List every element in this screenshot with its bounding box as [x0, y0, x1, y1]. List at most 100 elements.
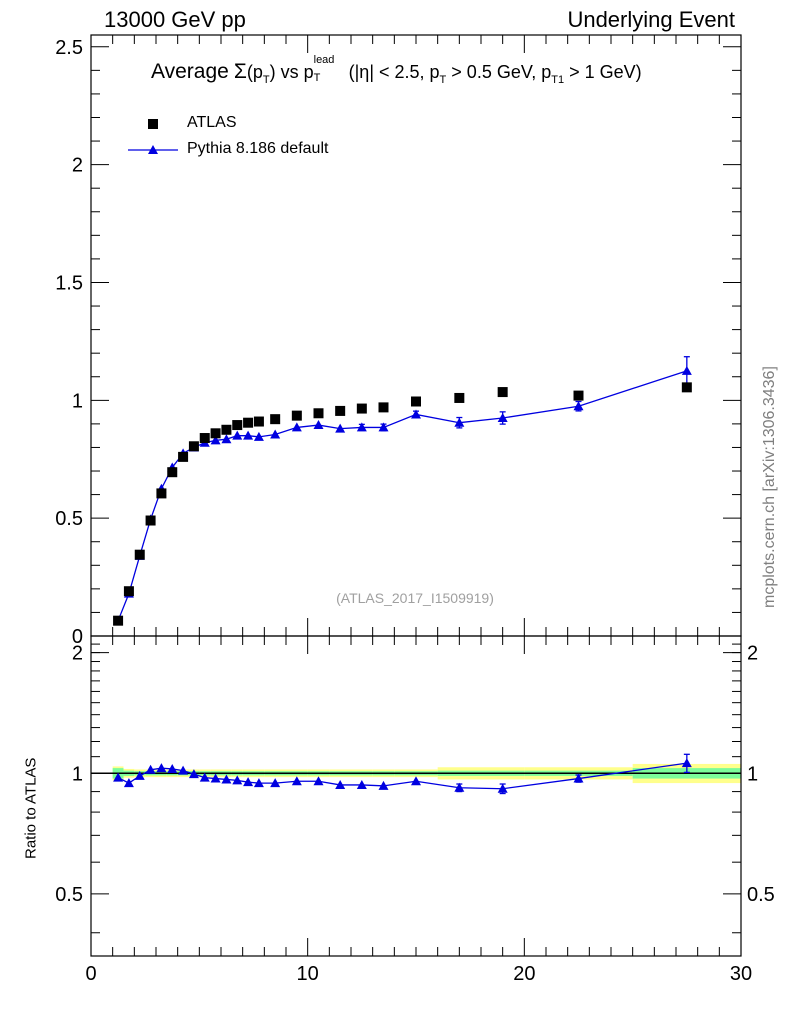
atlas-point: [210, 428, 221, 439]
pythia-main-point: [232, 430, 243, 440]
x-tick-label: 30: [730, 963, 752, 985]
atlas-point: [411, 396, 421, 407]
pythia-main-point: [411, 409, 421, 419]
axis-tick-labels: 0 0.5 1 1.5 2 2.5 0 10 20 30 0.5 0.5 1 1 2 2: [55, 37, 775, 985]
pythia-main-point: [454, 417, 465, 427]
atlas-point: [270, 414, 281, 425]
pythia-main-point: [221, 434, 232, 444]
pythia-main-point: [253, 431, 264, 441]
atlas-point: [113, 615, 124, 626]
pythia-main-series: [113, 356, 692, 625]
pythia-ratio-point: [156, 763, 167, 773]
pythia-main-point: [291, 422, 302, 432]
legend-markers: [128, 119, 178, 154]
pythia-main-point: [378, 422, 389, 432]
legend-label-atlas: ATLAS: [187, 114, 237, 131]
pythia-main-line: [117, 370, 688, 621]
pythia-main-point: [573, 401, 584, 411]
atlas-point: [221, 424, 232, 435]
ratio-y-tick-label: 1: [72, 763, 83, 785]
title-cut-pt1-val: > 1 GeV): [569, 62, 642, 82]
title-pt-open: (p: [246, 62, 263, 82]
pythia-ratio-point: [199, 772, 210, 782]
title-cut-pt-sub: T: [439, 74, 447, 86]
header-right-text: Underlying Event: [567, 7, 735, 32]
pythia-main-point: [313, 420, 324, 430]
atlas-point: [123, 586, 134, 597]
main-y-tick-label: 1.5: [55, 272, 83, 294]
atlas-point: [199, 433, 210, 444]
atlas-point: [681, 382, 692, 393]
x-tick-label: 0: [85, 963, 96, 985]
pythia-ratio-point: [145, 764, 156, 774]
pythia-ratio-point: [232, 775, 243, 785]
atlas-point: [573, 390, 584, 401]
pythia-main-point: [335, 423, 346, 433]
pythia-ratio-point: [123, 778, 134, 788]
atlas-point: [145, 515, 156, 526]
title-sigma: Σ: [233, 60, 247, 83]
pythia-ratio-point: [313, 776, 324, 786]
atlas-point: [356, 403, 367, 414]
pythia-ratio-point: [681, 758, 692, 768]
atlas-point: [188, 441, 199, 452]
ratio-y-axis-label: Ratio to ATLAS: [22, 757, 40, 859]
atlas-point: [454, 392, 465, 403]
atlas-point: [243, 417, 254, 428]
pythia-ratio-point: [134, 770, 145, 780]
x-tick-label: 10: [297, 963, 319, 985]
header-left-text: 13000 GeV pp: [104, 7, 246, 32]
atlas-point: [232, 420, 243, 431]
title-prefix: Average: [151, 60, 229, 83]
ratio-y-tick-label-right: 2: [747, 643, 758, 665]
title-pt-sub: T: [262, 74, 270, 86]
title-cut-pt1-sub: T1: [551, 74, 565, 86]
atlas-point: [291, 410, 302, 421]
pythia-ratio-point: [291, 776, 302, 786]
atlas-point: [378, 402, 389, 413]
ratio-y-tick-label-right: 1: [747, 763, 758, 785]
pythia-ratio-series: [113, 753, 692, 795]
plot-frames: [90, 34, 742, 957]
pythia-ratio-point: [113, 772, 124, 782]
analysis-id-label: (ATLAS_2017_I1509919): [336, 590, 494, 606]
pythia-ratio-point: [573, 773, 584, 783]
pythia-ratio-point: [221, 774, 232, 784]
pythia-ratio-point: [270, 778, 281, 788]
ratio-y-tick-label-right: 0.5: [747, 884, 775, 906]
atlas-point: [156, 488, 167, 499]
title-lead-supsub: lead T: [314, 54, 344, 84]
atlas-point: [134, 549, 145, 560]
title-pt-close: ): [269, 62, 276, 82]
pythia-main-point: [270, 429, 281, 439]
atlas-point: [167, 467, 178, 478]
pythia-ratio-point: [497, 783, 508, 793]
legend-marker-atlas: [148, 119, 158, 129]
atlas-point: [497, 387, 508, 398]
pythia-ratio-point: [210, 773, 221, 783]
pythia-ratio-point: [243, 777, 254, 787]
ratio-y-tick-label: 0.5: [55, 884, 83, 906]
watermark-text: mcplots.cern.ch [arXiv:1306.3436]: [761, 366, 778, 608]
pythia-main-point: [243, 430, 254, 440]
main-y-tick-label: 0: [72, 626, 83, 648]
main-y-tick-label: 1: [72, 390, 83, 412]
legend-marker-pythia: [148, 145, 158, 154]
pythia-ratio-point: [335, 779, 346, 789]
legend-label-pythia: Pythia 8.186 default: [187, 140, 329, 157]
pythia-main-point: [356, 422, 367, 432]
atlas-main-series: [113, 382, 692, 626]
pythia-ratio-point: [167, 763, 178, 773]
ratio-panel-frame: [90, 635, 742, 957]
title-lead-sup: lead: [313, 54, 335, 66]
title-cut-pt-val: > 0.5 GeV, p: [451, 62, 552, 82]
pythia-main-point: [210, 435, 221, 445]
pythia-ratio-point: [253, 778, 264, 788]
main-y-tick-label: 0.5: [55, 508, 83, 530]
pythia-ratio-point: [188, 769, 199, 779]
plot-title: Average Σ(pT) vs p lead T (|η| < 2.5, pT >…: [151, 54, 642, 86]
title-vs: vs p: [280, 62, 314, 82]
atlas-point: [335, 405, 346, 416]
pythia-ratio-point: [411, 776, 421, 786]
